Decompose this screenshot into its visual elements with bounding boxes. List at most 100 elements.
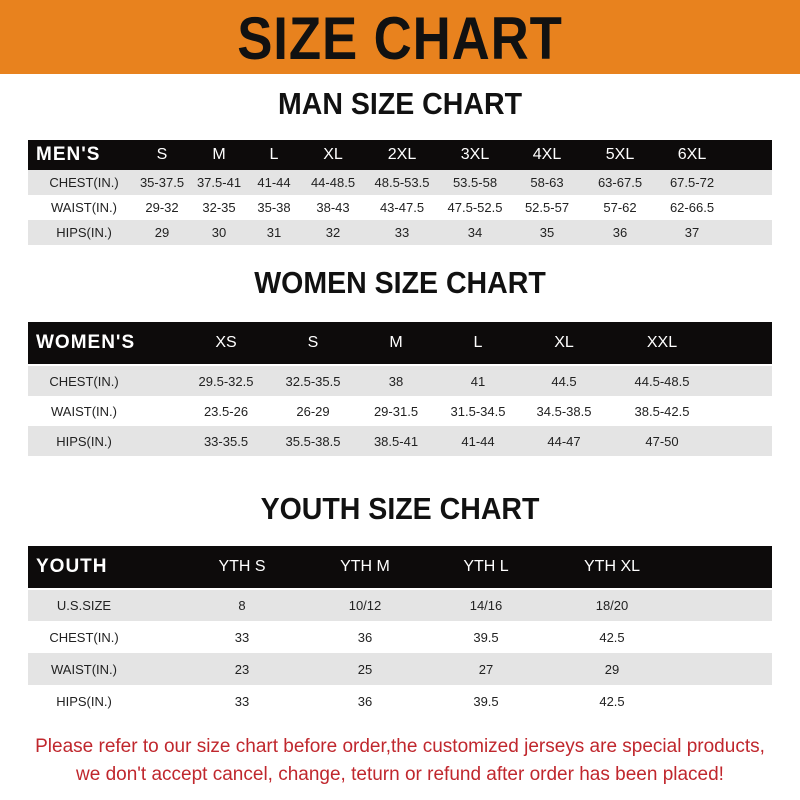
size-header-cell: XXL: [646, 334, 678, 351]
measurement-cell: 38-43: [316, 200, 350, 215]
measurement-cell: 42.5: [599, 629, 625, 645]
measurement-cell: 14/16: [469, 598, 503, 613]
measurement-cell: 31: [266, 225, 282, 240]
measurement-cell: 37: [684, 225, 700, 240]
measurement-label: HIPS(IN.): [56, 693, 112, 709]
measurement-cell: 36: [357, 629, 373, 645]
measurement-cell: 39.5: [473, 629, 499, 645]
size-header-cell: L: [269, 146, 279, 163]
measurement-label: U.S.SIZE: [56, 598, 112, 613]
size-header-cell: 3XL: [460, 146, 490, 163]
measurement-cell: 32: [325, 225, 341, 240]
measurement-cell: 41-44: [461, 433, 495, 449]
measurement-cell: 47-50: [645, 433, 679, 449]
measurement-cell: 31.5-34.5: [450, 403, 506, 419]
measurement-cell: 29: [154, 225, 170, 240]
measurement-cell: 44.5-48.5: [634, 373, 690, 389]
measurement-label: WAIST(IN.): [51, 200, 117, 215]
measurement-cell: 27: [478, 661, 494, 677]
measurement-label: WAIST(IN.): [51, 403, 117, 419]
measurement-cell: 34.5-38.5: [536, 403, 592, 419]
measurement-cell: 29-31.5: [373, 403, 419, 419]
measurement-cell: 23.5-26: [203, 403, 249, 419]
measurement-cell: 41-44: [257, 175, 291, 190]
measurement-cell: 39.5: [473, 693, 499, 709]
measurement-cell: 32.5-35.5: [285, 373, 341, 389]
measurement-label: WAIST(IN.): [51, 661, 117, 677]
table-row: U.S.SIZE 8 10/12 14/16 18/20: [28, 590, 772, 621]
measurement-cell: 52.5-57: [524, 200, 570, 215]
measurement-cell: 41: [470, 373, 486, 389]
measurement-cell: 18/20: [595, 598, 629, 613]
measurement-cell: 32-35: [202, 200, 236, 215]
measurement-cell: 38.5-41: [373, 433, 419, 449]
size-header-cell: L: [473, 334, 483, 351]
size-header-cell: M: [389, 334, 403, 351]
size-header-cell: YTH M: [340, 558, 390, 575]
measurement-cell: 8: [238, 598, 246, 613]
measurement-cell: 36: [357, 693, 373, 709]
measurement-cell: 42.5: [599, 693, 625, 709]
measurement-cell: 33: [234, 629, 250, 645]
measurement-cell: 67.5-72: [669, 175, 715, 190]
measurement-cell: 35: [539, 225, 555, 240]
measurement-cell: 33: [394, 225, 410, 240]
measurement-cell: 26-29: [296, 403, 330, 419]
table-header-row: YOUTH YTH S YTH M YTH L YTH XL: [28, 546, 772, 588]
size-header-cell: M: [212, 146, 226, 163]
measurement-cell: 44.5: [551, 373, 577, 389]
size-header-cell: 5XL: [605, 146, 635, 163]
table-row: CHEST(IN.) 35-37.5 37.5-41 41-44 44-48.5 48.5…: [28, 170, 772, 195]
table-category-label: WOMEN'S: [36, 332, 136, 353]
size-header-cell: 6XL: [677, 146, 707, 163]
footer-note-line-1: Please refer to our size chart before or…: [35, 736, 765, 757]
title-banner: SIZE CHART: [0, 0, 800, 74]
measurement-cell: 57-62: [603, 200, 637, 215]
measurement-cell: 29-32: [145, 200, 179, 215]
measurement-cell: 44-47: [547, 433, 581, 449]
measurement-cell: 63-67.5: [597, 175, 643, 190]
measurement-cell: 48.5-53.5: [374, 175, 430, 190]
footer-note-line-2: we don't accept cancel, change, teturn o…: [76, 764, 724, 785]
measurement-cell: 30: [211, 225, 227, 240]
measurement-cell: 29.5-32.5: [198, 373, 254, 389]
size-header-cell: XS: [215, 334, 237, 351]
size-header-cell: YTH L: [463, 558, 509, 575]
measurement-label: HIPS(IN.): [56, 225, 112, 240]
page-title: SIZE CHART: [237, 5, 563, 72]
size-header-cell: YTH XL: [583, 558, 641, 575]
measurement-cell: 34: [467, 225, 483, 240]
table-row: CHEST(IN.) 29.5-32.5 32.5-35.5 38 41 44.5 44.5…: [28, 366, 772, 396]
measurement-cell: 35.5-38.5: [285, 433, 341, 449]
measurement-label: CHEST(IN.): [49, 373, 119, 389]
women-section-title: WOMEN SIZE CHART: [254, 265, 546, 300]
table-header-row: WOMEN'S XS S M L XL XXL: [28, 322, 772, 364]
table-header-row: MEN'S S M L XL 2XL 3XL 4XL 5XL 6XL: [28, 140, 772, 170]
men-section-title: MAN SIZE CHART: [277, 86, 523, 121]
measurement-cell: 47.5-52.5: [447, 200, 503, 215]
table-category-label: MEN'S: [36, 144, 101, 165]
measurement-cell: 35-37.5: [139, 175, 185, 190]
measurement-cell: 62-66.5: [669, 200, 715, 215]
size-header-cell: XL: [554, 334, 574, 351]
measurement-cell: 38.5-42.5: [634, 403, 690, 419]
table-row: WAIST(IN.) 29-32 32-35 35-38 38-43 43-47.5 47.…: [28, 195, 772, 220]
table-row: HIPS(IN.) 33-35.5 35.5-38.5 38.5-41 41-44 44-…: [28, 426, 772, 456]
table-row: HIPS(IN.) 29 30 31 32 33 34 35 36 37: [28, 220, 772, 245]
youth-section-title: YOUTH SIZE CHART: [260, 491, 540, 526]
measurement-cell: 10/12: [348, 598, 382, 613]
size-header-cell: S: [156, 146, 168, 163]
table-row: CHEST(IN.) 33 36 39.5 42.5: [28, 621, 772, 653]
table-row: WAIST(IN.) 23.5-26 26-29 29-31.5 31.5-34.5 34…: [28, 396, 772, 426]
size-header-cell: 2XL: [387, 146, 417, 163]
measurement-cell: 23: [234, 661, 250, 677]
size-header-cell: S: [307, 334, 319, 351]
measurement-cell: 58-63: [530, 175, 564, 190]
measurement-cell: 36: [612, 225, 628, 240]
table-row: HIPS(IN.) 33 36 39.5 42.5: [28, 685, 772, 717]
measurement-cell: 43-47.5: [379, 200, 425, 215]
measurement-cell: 37.5-41: [196, 175, 242, 190]
measurement-cell: 25: [357, 661, 373, 677]
measurement-cell: 38: [388, 373, 404, 389]
